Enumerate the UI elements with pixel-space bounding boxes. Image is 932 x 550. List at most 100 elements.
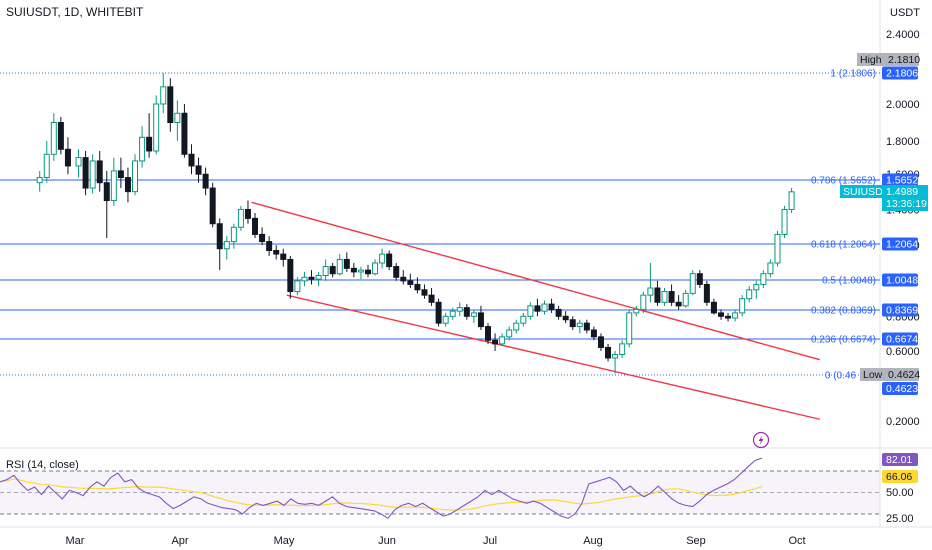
descending-channel[interactable] (251, 201, 821, 420)
fibonacci-retracement[interactable] (0, 72, 880, 376)
candle (280, 248, 287, 267)
candle (506, 326, 513, 341)
candle (619, 340, 626, 358)
candle-body (160, 86, 167, 105)
candle-body (230, 226, 237, 243)
candle (541, 300, 548, 315)
candle-body (64, 148, 71, 167)
candle (372, 259, 379, 276)
candle (668, 284, 675, 306)
candle (520, 312, 527, 327)
lightning-icon[interactable] (752, 431, 770, 449)
channel-upper-line (251, 201, 821, 361)
candle-body (449, 310, 456, 317)
candle-body (343, 258, 350, 269)
candle-body (485, 326, 492, 341)
candle-body (350, 267, 357, 273)
candle (343, 252, 350, 272)
time-axis[interactable]: Mar Apr May Jun Jul Aug Sep Oct (66, 535, 806, 547)
currency-label[interactable]: USDT (890, 7, 920, 19)
candle (273, 245, 280, 260)
candle (259, 227, 266, 246)
candle (717, 309, 724, 320)
fib-label-05: 0.5 (1.0048) (822, 276, 876, 287)
price-tick: 1.8000 (886, 136, 920, 148)
candle-body (774, 233, 781, 264)
candle (449, 307, 456, 320)
candle-body (548, 303, 555, 310)
fib-0786-value: 1.5652 (886, 175, 918, 187)
candle (146, 113, 153, 158)
time-tick: Apr (171, 535, 188, 547)
candle-body (534, 305, 541, 312)
candle-body (619, 343, 626, 355)
candle-body (499, 336, 506, 345)
candle (202, 167, 209, 196)
candle-body (739, 298, 746, 314)
rsi-label[interactable]: RSI (14, close) (6, 459, 79, 471)
candle-body (75, 157, 82, 167)
candle (75, 149, 82, 178)
candle-body (477, 312, 484, 328)
candle-body (767, 262, 774, 275)
candle (89, 154, 96, 194)
candle-body (788, 191, 795, 210)
candle-body (124, 177, 131, 193)
low-value-badge (885, 368, 919, 381)
candle (696, 270, 703, 289)
high-value-badge (885, 53, 919, 66)
candle (703, 280, 710, 306)
candle-body (605, 346, 612, 359)
rsi-band (0, 471, 880, 514)
time-tick: Jun (378, 535, 396, 547)
candle-body (492, 339, 499, 345)
candle-body (640, 294, 647, 310)
candle-body (421, 289, 428, 296)
candle (746, 286, 753, 303)
time-tick: Oct (788, 535, 805, 547)
candle-body (590, 329, 597, 338)
candle-body (117, 170, 124, 179)
fib-0786-badge (882, 173, 918, 187)
candle-body (82, 157, 89, 189)
candle (287, 255, 294, 299)
ticker-price-badge (882, 185, 928, 211)
candle (181, 104, 188, 158)
rsi-tick-25: 25.00 (886, 513, 914, 525)
candle-body (527, 305, 534, 317)
fib-label-0236: 0.236 (0.6674) (811, 335, 876, 346)
candle (386, 250, 393, 271)
candle-body (294, 280, 301, 293)
candle (393, 263, 400, 281)
candle (781, 205, 788, 239)
fib-1-value: 2.1806 (886, 68, 918, 80)
candle-body (386, 253, 393, 268)
candle (753, 280, 760, 299)
candle (739, 295, 746, 317)
candle-body (36, 177, 43, 184)
candle (407, 273, 414, 289)
candle-body (364, 269, 371, 275)
fib-0618-badge (882, 237, 918, 251)
fib-1-badge (882, 66, 918, 80)
candle (110, 157, 117, 206)
axis-badges: 2.1806 1.5652 1.2064 1.0048 0.8369 0.667… (882, 66, 918, 395)
candle (499, 333, 506, 346)
candle (562, 311, 569, 324)
candle (124, 167, 131, 203)
ticker-symbol: SUIUSDT (843, 186, 890, 198)
candle-body (456, 307, 463, 312)
candle-body (139, 136, 146, 162)
time-tick: Sep (686, 535, 706, 547)
candle (435, 298, 442, 327)
candle (612, 351, 619, 374)
candle-body (647, 287, 654, 296)
low-label-badge (860, 368, 885, 381)
candle-body (50, 122, 57, 155)
candle-body (435, 301, 442, 324)
candle (732, 309, 739, 322)
candle-body (689, 273, 696, 294)
candle (710, 298, 717, 315)
candle-body (562, 315, 569, 321)
